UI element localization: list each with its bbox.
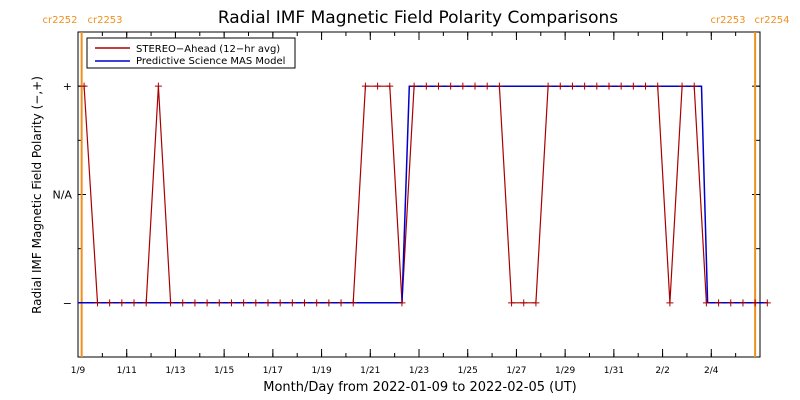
- x-tick-label: 1/29: [555, 366, 575, 376]
- legend-label-stereo: STEREO−Ahead (12−hr avg): [136, 44, 280, 55]
- stereo-data-point: [544, 82, 552, 90]
- stereo-data-point: [751, 299, 759, 307]
- x-axis-label: Month/Day from 2022-01-09 to 2022-02-05 …: [263, 380, 576, 395]
- stereo-data-point: [593, 82, 601, 90]
- stereo-data-point: [556, 82, 564, 90]
- stereo-data-point: [93, 299, 101, 307]
- y-tick-label: +: [63, 80, 72, 93]
- stereo-data-point: [447, 82, 455, 90]
- stereo-data-point: [581, 82, 589, 90]
- legend: STEREO−Ahead (12−hr avg) Predictive Scie…: [86, 37, 296, 69]
- series-layer: [78, 82, 771, 307]
- x-tick-label: 1/15: [214, 366, 234, 376]
- stereo-data-point: [690, 82, 698, 90]
- stereo-data-point: [629, 82, 637, 90]
- stereo-data-point: [483, 82, 491, 90]
- carrington-label-right-a: cr2253: [710, 15, 745, 26]
- stereo-data-point: [337, 299, 345, 307]
- stereo-data-point: [215, 299, 223, 307]
- stereo-data-point: [642, 82, 650, 90]
- stereo-data-point: [118, 299, 126, 307]
- carrington-label-left-b: cr2253: [87, 15, 122, 26]
- x-tick-label: 1/27: [506, 366, 526, 376]
- stereo-data-point: [276, 299, 284, 307]
- stereo-data-point: [252, 299, 260, 307]
- stereo-data-point: [349, 299, 357, 307]
- stereo-data-point: [386, 82, 394, 90]
- carrington-label-left-a: cr2252: [42, 15, 77, 26]
- stereo-data-point: [727, 299, 735, 307]
- stereo-data-point: [240, 299, 248, 307]
- stereo-data-point: [605, 82, 613, 90]
- stereo-data-point: [617, 82, 625, 90]
- stereo-data-point: [495, 82, 503, 90]
- x-tick-label: 1/11: [117, 366, 137, 376]
- stereo-data-point: [130, 299, 138, 307]
- stereo-data-point: [106, 299, 114, 307]
- stereo-data-point: [532, 299, 540, 307]
- x-tick-label: 1/13: [165, 366, 185, 376]
- stereo-data-point: [374, 82, 382, 90]
- y-tick-label: N/A: [53, 189, 73, 202]
- legend-box: [86, 37, 296, 69]
- y-tick-label: −: [63, 297, 72, 310]
- x-tick-label: 1/17: [263, 366, 283, 376]
- stereo-data-point: [422, 82, 430, 90]
- chart-title: Radial IMF Magnetic Field Polarity Compa…: [218, 8, 618, 28]
- stereo-data-point: [313, 299, 321, 307]
- carrington-markers: [80, 32, 757, 357]
- stereo-data-point: [471, 82, 479, 90]
- axes: 1/9 1/11 1/13 1/15 1/17 1/19 1/21 1/23 1/25 1/27 1…: [53, 31, 761, 376]
- stereo-data-point: [179, 299, 187, 307]
- x-tick-label: 1/21: [360, 366, 380, 376]
- stereo-data-point: [678, 82, 686, 90]
- stereo-data-point: [763, 299, 771, 307]
- x-tick-label: 2/2: [655, 366, 669, 376]
- stereo-data-point: [654, 82, 662, 90]
- stereo-data-point: [154, 82, 162, 90]
- carrington-label-right-b: cr2254: [754, 15, 789, 26]
- stereo-data-point: [301, 299, 309, 307]
- plot-frame: [77, 31, 761, 358]
- legend-label-model: Predictive Science MAS Model: [136, 56, 285, 67]
- stereo-data-point: [568, 82, 576, 90]
- series-line-stereo: [83, 85, 768, 304]
- stereo-data-point: [167, 299, 175, 307]
- stereo-data-point: [459, 82, 467, 90]
- stereo-data-point: [325, 299, 333, 307]
- stereo-data-point: [288, 299, 296, 307]
- stereo-data-point: [666, 299, 674, 307]
- stereo-data-point: [398, 299, 406, 307]
- stereo-data-point: [434, 82, 442, 90]
- x-tick-label: 1/19: [311, 366, 331, 376]
- x-tick-label: 1/25: [458, 366, 478, 376]
- x-tick-label: 1/23: [409, 366, 429, 376]
- stereo-data-point: [702, 299, 710, 307]
- x-tick-label: 1/31: [604, 366, 624, 376]
- stereo-data-point: [410, 82, 418, 90]
- stereo-data-point: [203, 299, 211, 307]
- stereo-data-point: [142, 299, 150, 307]
- stereo-data-point: [80, 82, 88, 90]
- stereo-data-point: [264, 299, 272, 307]
- stereo-data-point: [508, 299, 516, 307]
- stereo-data-point: [191, 299, 199, 307]
- stereo-data-point: [227, 299, 235, 307]
- stereo-data-point: [739, 299, 747, 307]
- y-axis-label: Radial IMF Magnetic Field Polarity (−,+): [30, 76, 44, 314]
- stereo-data-point: [520, 299, 528, 307]
- x-tick-label: 1/9: [71, 366, 86, 376]
- x-tick-label: 2/4: [704, 366, 719, 376]
- stereo-data-point: [361, 82, 369, 90]
- stereo-data-point: [715, 299, 723, 307]
